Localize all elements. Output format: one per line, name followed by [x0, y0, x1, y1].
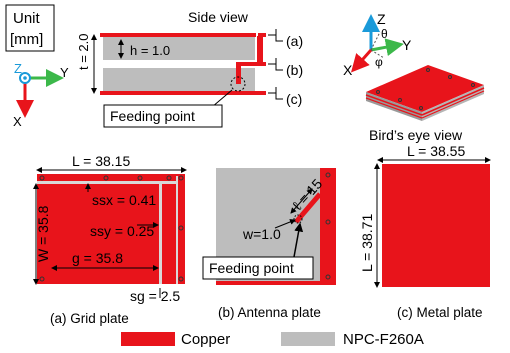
grid-W-label: W = 35.8: [35, 205, 51, 262]
grid-sg-label: sg = 2.5: [130, 288, 180, 304]
metal-L-top-label: L = 38.55: [407, 143, 465, 159]
antenna-w-label: w=1.0: [242, 226, 281, 242]
grid-ssy-label: ssy = 0.25: [90, 223, 154, 239]
legend-swatch-substrate: [281, 332, 335, 346]
grid-ssx-label: ssx = 0.41: [92, 192, 156, 208]
grid-slot-sg: [159, 184, 162, 284]
birds-axis-theta: θ: [381, 27, 388, 41]
birds-plate-top: [366, 65, 484, 112]
grid-L-label: L = 38.15: [72, 153, 130, 169]
antenna-plate-caption: (b) Antenna plate: [218, 305, 321, 320]
birds-eye-view: Z θ Y X φ Bird’s eye view: [343, 11, 485, 143]
metal-plate: L = 38.55 L = 38.71 (c) Metal plate: [359, 143, 491, 320]
antenna-feeding-point-label: Feeding point: [209, 260, 294, 276]
legend-label-copper: Copper: [181, 331, 230, 348]
layer-label-a: (a): [286, 33, 303, 49]
side-view: Side view h = 1.0 t = 2.0 (a) (b) (c) Fe…: [76, 9, 303, 128]
axis-z-label: Z: [14, 61, 22, 76]
side-feed-post: [257, 36, 263, 66]
feeding-point-marker: [230, 76, 246, 92]
layer-label-c: (c): [286, 91, 302, 107]
metal-plate-copper: [382, 164, 490, 287]
axis-y-label: Y: [60, 65, 69, 80]
metal-plate-caption: (c) Metal plate: [397, 305, 483, 320]
unit-box: Unit [mm]: [5, 4, 55, 52]
antenna-plate: ℓ = 15 w=1.0 Feeding point (b) Antenna p…: [202, 168, 336, 320]
side-h-label: h = 1.0: [130, 43, 170, 58]
antenna-plate-copper-edge: [320, 168, 336, 285]
metal-L-side-label: L = 38.71: [359, 214, 375, 272]
grid-plate: L = 38.15 W = 35.8 ssx = 0.41 ssy = 0.25…: [33, 153, 187, 326]
birds-axis-x: X: [343, 62, 353, 78]
side-substrate-upper: [103, 36, 255, 60]
grid-plate-caption: (a) Grid plate: [50, 311, 129, 326]
side-substrate-lower: [103, 68, 255, 91]
layer-label-b: (b): [286, 62, 303, 78]
unit-label: Unit: [13, 10, 41, 27]
legend-swatch-copper: [121, 332, 175, 346]
birds-axis-y: Y: [402, 37, 412, 53]
grid-g-label: g = 35.8: [72, 250, 123, 266]
side-layer-b: [236, 62, 266, 66]
legend: Copper NPC-F260A: [121, 331, 424, 348]
side-layer-c-bottom: [100, 91, 266, 95]
birds-axis-z: Z: [377, 11, 386, 27]
side-t-label: t = 2.0: [76, 34, 91, 71]
axis-x-label: X: [13, 114, 22, 129]
side-view-title: Side view: [188, 9, 249, 25]
coordinate-axes-small: Z Y X: [13, 61, 69, 129]
legend-label-substrate: NPC-F260A: [343, 331, 424, 348]
side-feeding-point-label: Feeding point: [110, 108, 195, 124]
birds-eye-title: Bird’s eye view: [369, 127, 463, 143]
side-layer-a-top: [100, 33, 256, 37]
unit-value: [mm]: [10, 31, 43, 48]
birds-axis-phi: φ: [375, 55, 383, 69]
